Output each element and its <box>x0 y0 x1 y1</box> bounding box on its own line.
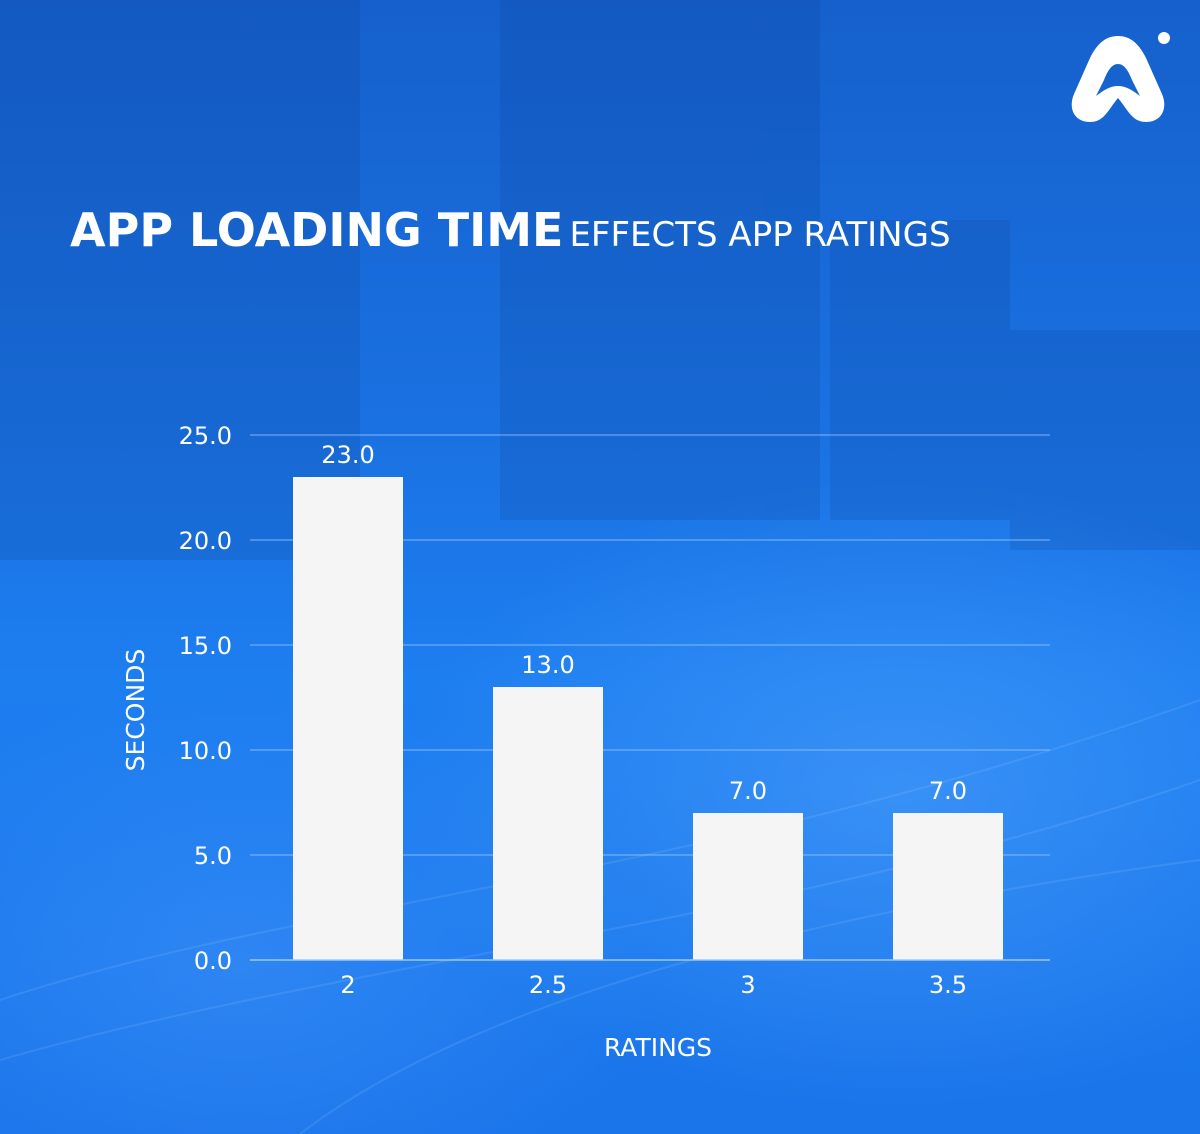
brand-arch-logo-icon <box>1071 32 1170 122</box>
title-bold-text: APP LOADING TIME <box>70 203 564 257</box>
y-tick-label: 10.0 <box>179 737 232 765</box>
y-tick-label: 25.0 <box>179 422 232 450</box>
x-tick-label: 2.5 <box>529 971 567 999</box>
chart-title: APP LOADING TIME EFFECTS APP RATINGS <box>70 200 1170 271</box>
title-light-text: EFFECTS APP RATINGS <box>569 215 951 255</box>
bars <box>293 477 1003 960</box>
y-axis-label: SECONDS <box>121 649 150 772</box>
bar-value-label: 23.0 <box>321 441 374 469</box>
bar-value-label: 13.0 <box>521 651 574 679</box>
bar-value-label: 7.0 <box>729 777 767 805</box>
y-tick-label: 20.0 <box>179 527 232 555</box>
bar <box>693 813 803 960</box>
bar-value-label: 7.0 <box>929 777 967 805</box>
data-labels: 23.0 13.0 7.0 7.0 <box>321 441 967 805</box>
y-tick-label: 0.0 <box>194 947 232 975</box>
x-tick-label: 2 <box>340 971 355 999</box>
x-tick-label: 3 <box>740 971 755 999</box>
bar <box>293 477 403 960</box>
x-axis-label: RATINGS <box>604 1033 712 1062</box>
y-tick-label: 5.0 <box>194 842 232 870</box>
y-axis-ticks: 0.0 5.0 10.0 15.0 20.0 25.0 <box>179 422 232 975</box>
bar <box>493 687 603 960</box>
y-tick-label: 15.0 <box>179 632 232 660</box>
x-tick-label: 3.5 <box>929 971 967 999</box>
bar <box>893 813 1003 960</box>
x-axis-ticks: 2 2.5 3 3.5 <box>340 971 967 999</box>
